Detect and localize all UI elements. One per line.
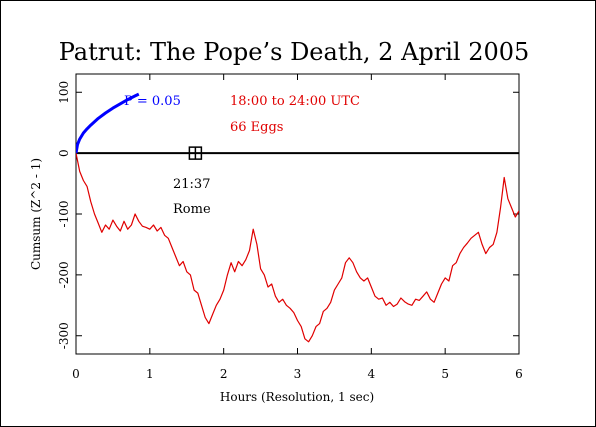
event-marker (188, 146, 203, 160)
eggs-count-label: 66 Eggs (230, 120, 283, 135)
x-tick-label: 1 (146, 367, 154, 381)
y-axis-label: Cumsum (Z^2 - 1) (29, 158, 43, 270)
plot-area (75, 73, 520, 355)
x-tick-label: 3 (294, 367, 302, 381)
y-tick-label: 100 (57, 81, 71, 104)
marker-place-label: Rome (173, 202, 211, 217)
x-tick-label: 2 (220, 367, 228, 381)
y-tick-label: -100 (57, 201, 71, 228)
x-tick-label: 0 (72, 367, 80, 381)
p-value-label: P = 0.05 (124, 94, 181, 109)
y-tick-label: -200 (57, 261, 71, 288)
x-tick-label: 6 (515, 367, 523, 381)
marker-time-label: 21:37 (173, 177, 210, 192)
chart-title: Patrut: The Pope’s Death, 2 April 2005 (59, 38, 530, 66)
x-axis-label: Hours (Resolution, 1 sec) (220, 390, 374, 404)
probability-envelope-line (76, 92, 140, 154)
x-tick-label: 4 (368, 367, 376, 381)
y-tick-label: 0 (57, 149, 71, 157)
cumsum-line (76, 152, 519, 343)
time-range-label: 18:00 to 24:00 UTC (230, 94, 360, 109)
x-tick-label: 5 (441, 367, 449, 381)
y-tick-label: -300 (57, 322, 71, 349)
